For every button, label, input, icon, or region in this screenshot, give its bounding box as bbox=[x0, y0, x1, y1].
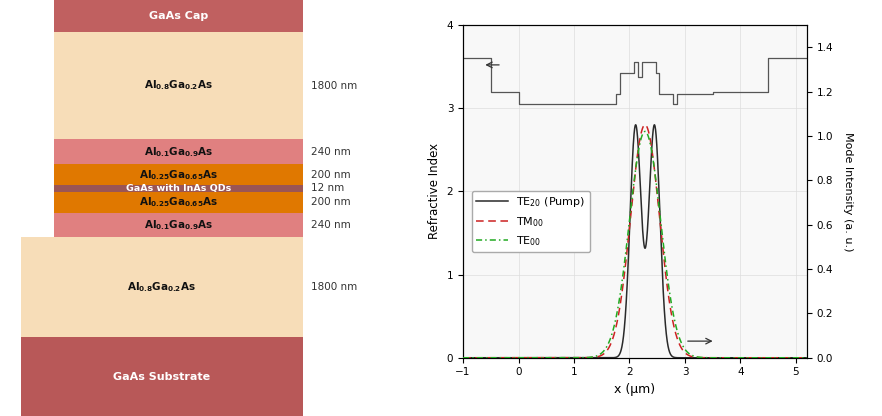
Bar bbox=[21, 337, 303, 416]
Text: 240 nm: 240 nm bbox=[310, 220, 351, 230]
Text: $\mathbf{Al_{0.25}Ga_{0.65}As}$: $\mathbf{Al_{0.25}Ga_{0.65}As}$ bbox=[138, 168, 218, 182]
Text: 200 nm: 200 nm bbox=[310, 197, 350, 207]
Bar bbox=[54, 0, 303, 32]
Text: 240 nm: 240 nm bbox=[310, 147, 351, 157]
Bar bbox=[54, 164, 303, 185]
Bar bbox=[54, 139, 303, 164]
Bar bbox=[54, 32, 303, 139]
Text: $\mathbf{Al_{0.8}Ga_{0.2}As}$: $\mathbf{Al_{0.8}Ga_{0.2}As}$ bbox=[127, 280, 196, 294]
Text: 200 nm: 200 nm bbox=[310, 170, 350, 180]
Text: $\mathbf{Al_{0.25}Ga_{0.65}As}$: $\mathbf{Al_{0.25}Ga_{0.65}As}$ bbox=[138, 195, 218, 209]
Y-axis label: Refractive Index: Refractive Index bbox=[428, 143, 441, 240]
Text: 1800 nm: 1800 nm bbox=[310, 81, 357, 91]
Text: $\mathbf{Al_{0.1}Ga_{0.9}As}$: $\mathbf{Al_{0.1}Ga_{0.9}As}$ bbox=[144, 145, 213, 159]
Text: GaAs Substrate: GaAs Substrate bbox=[113, 371, 210, 381]
Text: 1800 nm: 1800 nm bbox=[310, 282, 357, 292]
Legend: $\mathrm{TE_{20}}$ (Pump), $\mathrm{TM_{00}}$, $\mathrm{TE_{00}}$: $\mathrm{TE_{20}}$ (Pump), $\mathrm{TM_{… bbox=[472, 191, 590, 253]
Text: $\mathbf{Al_{0.1}Ga_{0.9}As}$: $\mathbf{Al_{0.1}Ga_{0.9}As}$ bbox=[144, 218, 213, 232]
Bar bbox=[21, 238, 303, 337]
Text: $\mathbf{Al_{0.8}Ga_{0.2}As}$: $\mathbf{Al_{0.8}Ga_{0.2}As}$ bbox=[144, 79, 213, 92]
X-axis label: x (μm): x (μm) bbox=[615, 383, 655, 396]
Bar bbox=[54, 185, 303, 192]
Bar bbox=[54, 192, 303, 213]
Y-axis label: Mode Intensity (a. u.): Mode Intensity (a. u.) bbox=[843, 131, 853, 251]
Text: GaAs Cap: GaAs Cap bbox=[149, 11, 208, 21]
Text: 12 nm: 12 nm bbox=[310, 183, 344, 193]
Bar bbox=[54, 213, 303, 238]
Text: GaAs with InAs QDs: GaAs with InAs QDs bbox=[125, 184, 231, 193]
